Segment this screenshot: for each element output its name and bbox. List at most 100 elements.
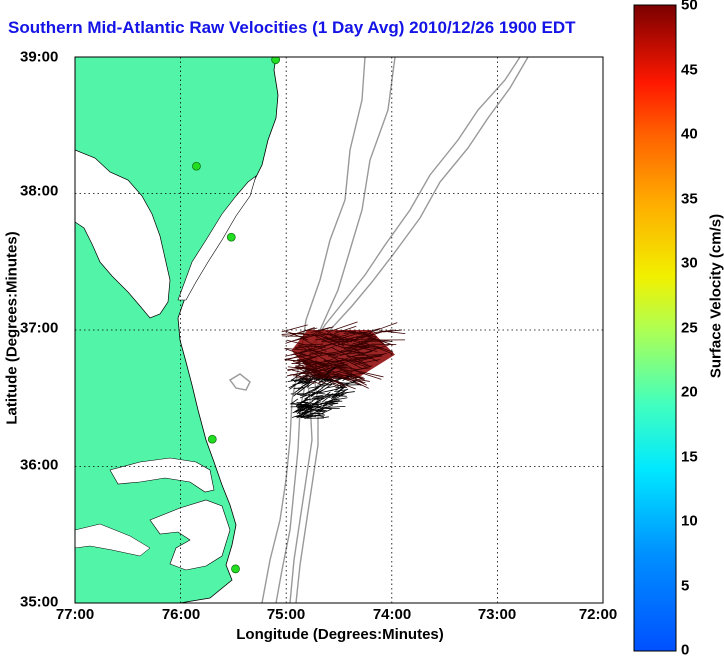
velocity-vector [369,322,398,334]
velocity-vector [292,407,307,414]
velocity-vector [337,352,361,356]
velocity-vector [290,398,299,405]
y-tick: 38:00 [20,182,59,200]
colorbar-tick: 5 [681,577,690,595]
velocity-vector [326,377,356,390]
radar-station-marker [207,434,217,444]
velocity-vector [295,399,307,405]
velocity-vector [332,372,365,377]
velocity-vector [314,396,324,400]
velocity-vector [295,356,316,365]
velocity-vector [294,407,302,413]
colorbar-tick: 10 [681,512,698,530]
velocity-vector [350,350,373,358]
velocity-vector [321,334,349,342]
velocity-vector [338,343,368,348]
colorbar-tick: 25 [681,319,698,337]
y-tick: 37:00 [20,319,59,337]
x-axis-label: Longitude (Degrees:Minutes) [236,626,444,643]
velocity-vector [353,338,376,347]
velocity-vector [373,344,394,353]
colorbar-tick: 30 [681,254,698,272]
velocity-vector [312,394,324,398]
river-estuary [75,523,151,557]
page-title: Southern Mid-Atlantic Raw Velocities (1 … [8,18,576,37]
velocity-vector [358,337,377,343]
velocity-vector [302,362,325,371]
velocity-vector [365,342,393,355]
velocity-vector [287,327,315,337]
x-tick: 77:00 [55,606,95,623]
velocity-vector [300,416,309,419]
velocity-vector [323,391,331,398]
velocity-vector [323,405,346,409]
velocity-vector [337,371,363,378]
velocity-vector [348,339,375,349]
velocity-vector [331,347,352,358]
velocity-vector [301,337,327,353]
velocity-vector [310,327,331,333]
velocity-vector [314,414,325,418]
colorbar-tick: 20 [681,383,698,401]
pamlico-sound [149,499,231,571]
y-tick: 35:00 [20,593,59,611]
velocity-vector [299,393,312,399]
velocity-vector [330,393,344,399]
velocity-vector [334,358,357,366]
radar-stations [192,57,280,574]
velocity-vector [294,334,315,341]
velocity-vector [304,371,326,375]
radar-station-marker [226,232,236,242]
velocity-vector [331,356,361,363]
velocity-vector [337,387,345,393]
velocity-vector [284,354,312,360]
velocity-vector [324,360,345,371]
velocity-vector [342,358,363,370]
velocity-vector [313,395,330,398]
velocity-vector [294,374,309,383]
velocity-vector [297,332,318,337]
velocity-vector [318,389,334,394]
velocity-vector [313,378,322,382]
velocity-vector [330,333,353,343]
x-tick: 75:00 [266,606,306,623]
velocity-vector [294,346,320,348]
velocity-vector [316,404,333,412]
velocity-vector [297,401,309,409]
velocity-vector [299,343,323,346]
velocity-vector [323,374,347,388]
velocity-vector [362,343,391,355]
colorbar [633,4,677,652]
colorbar-tick: 45 [681,61,698,79]
y-axis-label: Latitude (Degrees:Minutes) [3,231,21,425]
velocity-vector [287,364,314,371]
velocity-vector [314,408,332,418]
velocity-vector [344,332,373,336]
velocity-vector [344,377,364,383]
velocity-vector [352,355,372,368]
velocity-vector [346,372,363,383]
velocity-vector [312,403,328,414]
radar-station-marker [271,57,280,65]
velocity-vector [309,352,332,355]
radar-station-marker [231,564,240,574]
x-tick: 74:00 [372,606,412,623]
velocity-vector [339,375,370,382]
x-tick: 73:00 [477,606,517,623]
radar-station-marker [192,161,201,171]
velocity-vector [315,326,334,333]
velocity-vector [296,403,310,406]
velocity-vector [297,415,306,418]
velocity-vector [309,349,335,356]
velocity-vector [284,330,309,341]
velocity-vector [285,348,308,351]
velocity-vector [301,364,331,373]
velocity-vector [307,372,320,382]
velocity-vector [286,339,308,346]
velocity-vector [301,401,317,412]
x-tick: 76:00 [161,606,201,623]
chesapeake-bay [75,149,171,319]
colorbar-tick: 0 [681,641,690,659]
velocity-vector [311,397,320,401]
